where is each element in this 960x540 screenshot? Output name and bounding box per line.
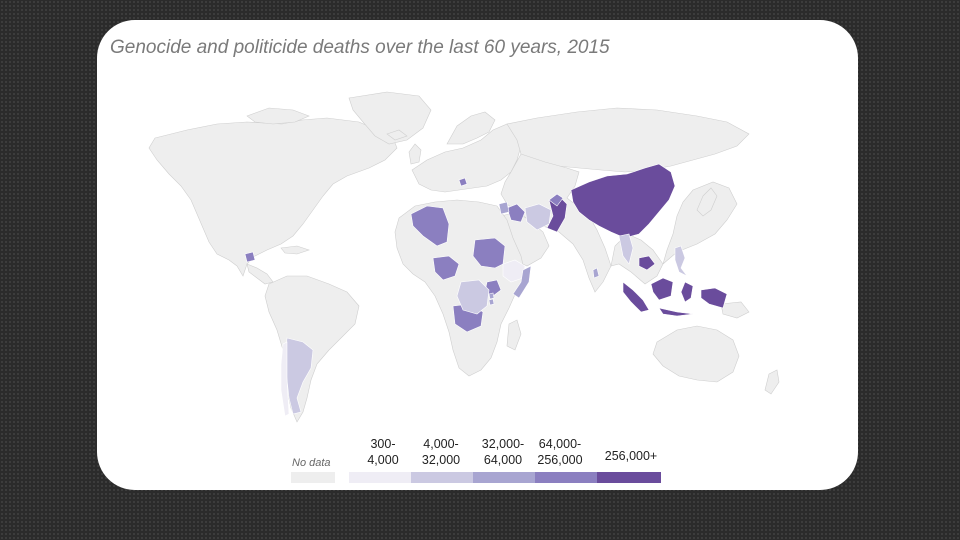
madagascar-land	[506, 319, 522, 351]
japan-land	[696, 187, 718, 217]
papua-land	[720, 301, 750, 319]
region-indonesia	[622, 277, 728, 317]
legend-no-data-swatch	[291, 472, 335, 483]
region-drc	[456, 279, 490, 315]
arctic-islands-land	[246, 107, 310, 125]
legend-swatch	[597, 472, 661, 483]
region-chile	[280, 341, 290, 417]
world-map	[148, 91, 780, 423]
caribbean-land	[280, 245, 310, 255]
region-srilanka	[592, 267, 600, 279]
region-syria	[498, 201, 510, 215]
region-sudan	[472, 237, 506, 269]
region-rwanda	[488, 292, 495, 300]
australia-land	[652, 325, 740, 383]
uk-land	[408, 143, 422, 165]
legend-swatch	[535, 472, 597, 483]
legend-bin-label: 32,000- 64,000	[481, 437, 525, 467]
region-myanmar	[618, 233, 634, 265]
legend-bin-label: 300- 4,000	[367, 437, 399, 467]
region-somalia	[512, 265, 532, 299]
legend-swatch	[411, 472, 473, 483]
region-bosnia	[458, 177, 468, 187]
north-america-land	[148, 117, 398, 277]
new-zealand-land	[764, 369, 780, 395]
region-nigeria	[432, 255, 460, 281]
region-guatemala	[244, 251, 256, 263]
scandinavia-land	[446, 111, 496, 145]
legend-no-data-label: No data	[292, 457, 331, 469]
central-america-land	[246, 263, 274, 285]
highlighted-countries	[244, 163, 728, 417]
region-algeria	[410, 205, 450, 247]
map-card: Genocide and politicide deaths over the …	[97, 20, 858, 490]
region-china	[570, 163, 676, 239]
region-afghanistan	[548, 193, 564, 207]
legend-swatch	[473, 472, 535, 483]
europe-land	[411, 123, 522, 193]
legend-swatch	[349, 472, 411, 483]
legend-bin-label: 256,000+	[604, 449, 658, 463]
region-iraq	[506, 203, 526, 223]
region-iran	[524, 203, 552, 231]
region-cambodia	[638, 255, 656, 271]
region-burundi	[488, 298, 495, 306]
iceland-land	[386, 129, 408, 141]
map-title: Genocide and politicide deaths over the …	[110, 37, 610, 58]
legend-bin-label: 64,000- 256,000	[537, 437, 583, 467]
legend-bin-label: 4,000- 32,000	[421, 437, 461, 467]
region-philippines	[674, 245, 688, 277]
greenland-land	[348, 91, 432, 145]
